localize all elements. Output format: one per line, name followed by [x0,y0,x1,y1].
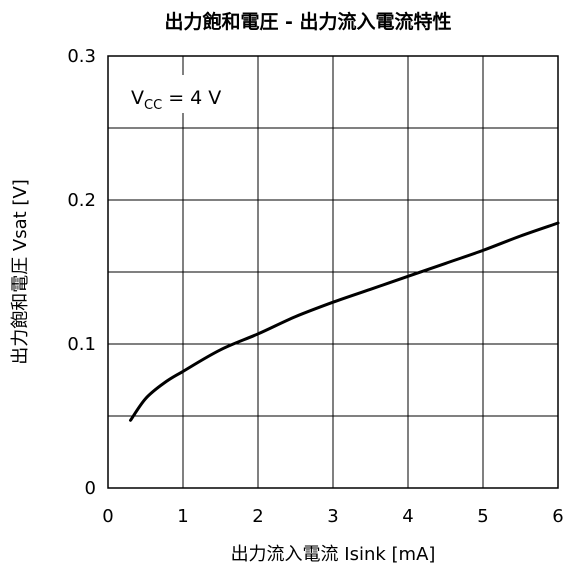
x-axis-label: 出力流入電流 Isink [mA] [231,544,436,565]
x-tick-label: 4 [402,506,413,527]
y-tick-label: 0.3 [67,46,96,67]
x-tick-label: 0 [102,506,113,527]
x-tick-label: 1 [177,506,188,527]
y-tick-label: 0.1 [67,334,96,355]
y-tick-label: 0.2 [67,190,96,211]
series-line [129,221,560,422]
grid [107,55,559,489]
vcc-annotation: VCC = 4 V [131,87,221,113]
y-axis-label: 出力飽和電圧 Vsat [V] [10,179,31,365]
x-tick-label: 5 [477,506,488,527]
x-tick-label: 3 [327,506,338,527]
chart-title: 出力飽和電圧 - 出力流入電流特性 [164,10,451,33]
y-tick-label: 0 [85,478,96,499]
y-tick-labels: 0 0.1 0.2 0.3 [67,46,96,499]
plot-frame [107,55,559,489]
annotation-box [122,75,248,113]
x-tick-label: 2 [252,506,263,527]
x-tick-label: 6 [552,506,563,527]
x-tick-labels: 0 1 2 3 4 5 6 [102,506,563,527]
